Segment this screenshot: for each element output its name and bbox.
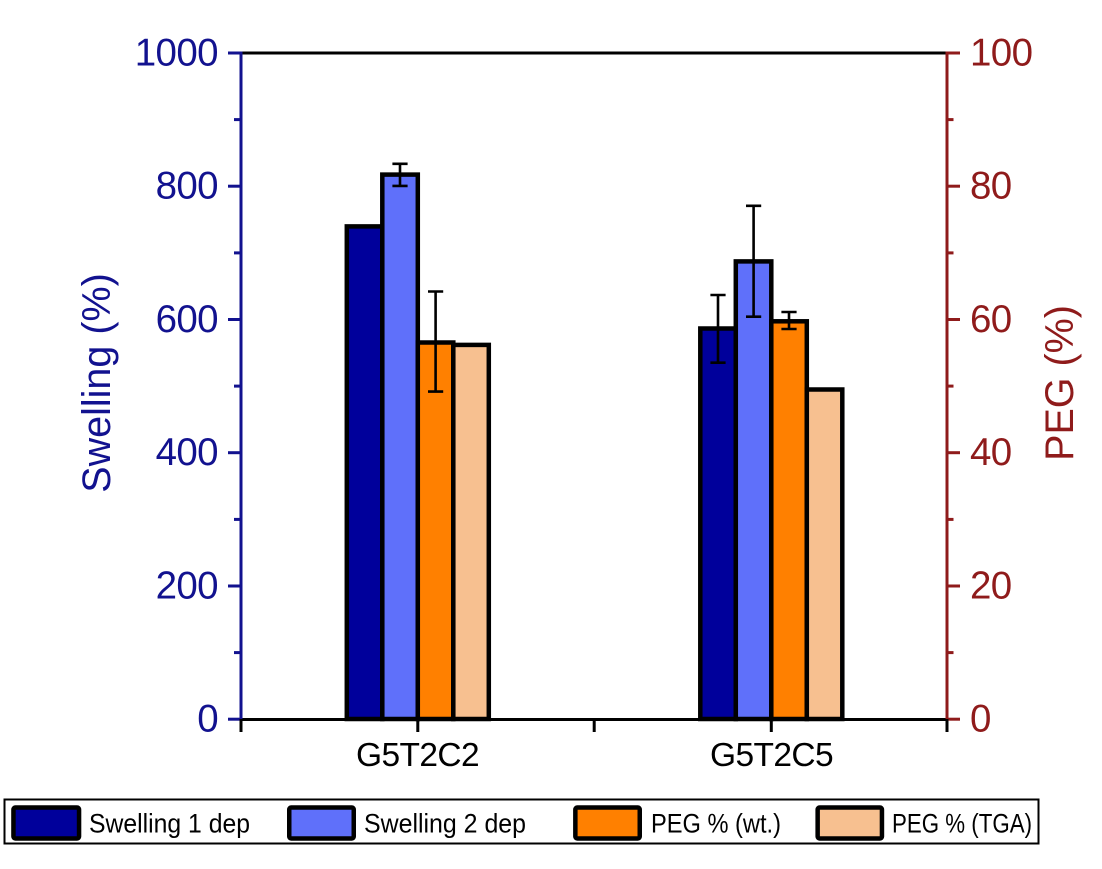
svg-text:G5T2C2: G5T2C2 <box>356 737 479 774</box>
svg-text:PEG (%): PEG (%) <box>1038 305 1082 461</box>
svg-text:G5T2C5: G5T2C5 <box>710 737 833 774</box>
svg-text:PEG % (TGA): PEG % (TGA) <box>892 808 1032 838</box>
svg-text:Swelling (%): Swelling (%) <box>75 273 119 493</box>
svg-text:0: 0 <box>197 698 218 741</box>
svg-text:20: 20 <box>970 564 1012 607</box>
svg-text:1000: 1000 <box>135 31 218 74</box>
svg-text:40: 40 <box>970 431 1012 474</box>
svg-text:600: 600 <box>156 298 218 341</box>
svg-text:0: 0 <box>970 698 991 741</box>
svg-text:Swelling 2 dep: Swelling 2 dep <box>364 808 526 838</box>
svg-text:PEG % (wt.): PEG % (wt.) <box>651 808 781 838</box>
svg-text:60: 60 <box>970 298 1012 341</box>
svg-text:800: 800 <box>156 165 218 208</box>
svg-text:400: 400 <box>156 431 218 474</box>
svg-text:200: 200 <box>156 564 218 607</box>
svg-text:Swelling 1 dep: Swelling 1 dep <box>89 808 250 838</box>
svg-text:80: 80 <box>970 165 1012 208</box>
svg-text:100: 100 <box>970 31 1032 74</box>
